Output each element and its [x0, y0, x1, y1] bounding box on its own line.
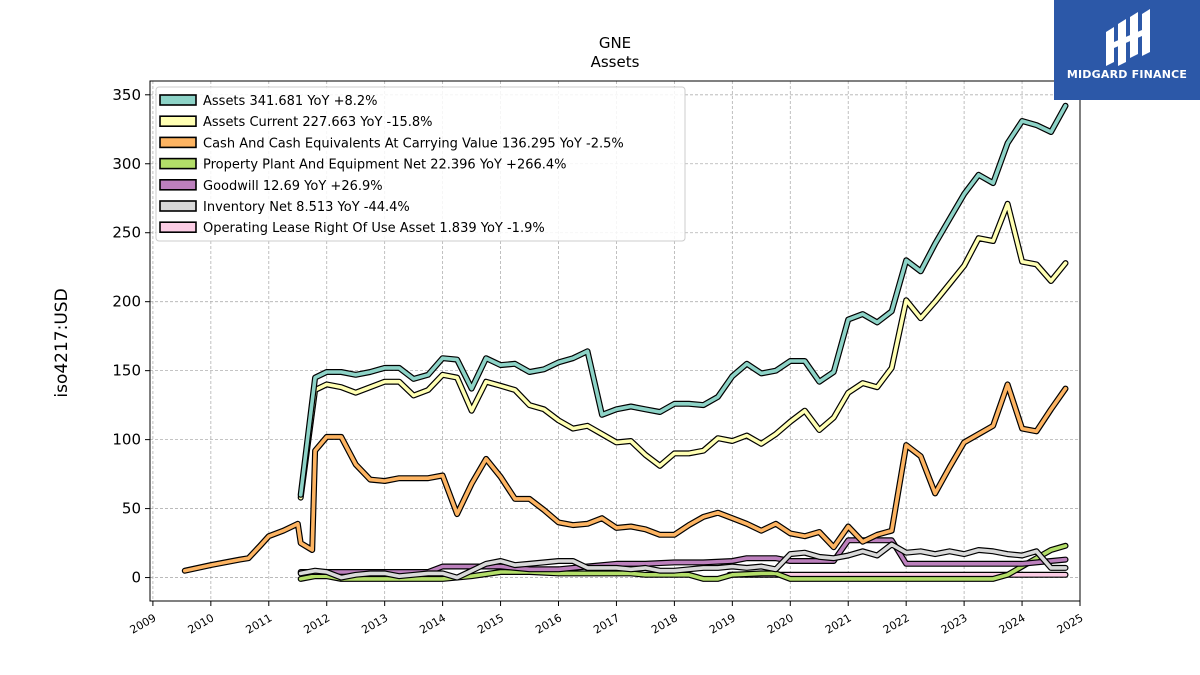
series-line-stroke: [298, 542, 1068, 580]
legend-entry: Goodwill 12.69 YoY +26.9%: [203, 179, 383, 194]
brand-name: MIDGARD FINANCE: [1066, 68, 1188, 81]
legend-box: [155, 86, 686, 242]
legend-entry: Operating Lease Right Of Use Asset 1.839…: [203, 221, 545, 236]
series-line-stroke: [298, 202, 1068, 500]
chart-title: GNE: [599, 34, 631, 52]
legend-swatch: [159, 136, 197, 149]
series-line: [297, 102, 1069, 498]
legend-swatch: [159, 179, 197, 191]
y-tick-label: 50: [122, 500, 141, 518]
series-line: [297, 200, 1069, 501]
series-line: [181, 381, 1069, 574]
series-line-stroke: [183, 382, 1068, 573]
y-tick-label: 150: [112, 362, 141, 380]
series-line: [297, 541, 1069, 581]
y-tick-label: 350: [112, 86, 141, 104]
chart-subtitle: Assets: [591, 53, 640, 71]
series-line-stroke: [298, 544, 1068, 581]
series-line-stroke: [298, 104, 1068, 497]
legend-entry: Inventory Net 8.513 YoY -44.4%: [203, 200, 410, 215]
series-line: [297, 542, 1069, 582]
legend-swatch: [159, 200, 197, 212]
y-axis-label: iso4217:USD: [52, 288, 72, 397]
y-tick-label: 250: [112, 224, 141, 242]
plot-frame: [149, 80, 1081, 602]
y-tick-label: 0: [131, 569, 141, 587]
logo-mark-icon: [1106, 9, 1150, 66]
legend: Assets 341.681 YoY +8.2% Assets Current 2…: [155, 86, 686, 242]
legend-swatch: [159, 157, 197, 170]
y-tick-label: 300: [112, 155, 141, 173]
legend-entry: Property Plant And Equipment Net 22.396 …: [203, 158, 567, 173]
series-layer: [181, 102, 1069, 582]
legend-swatch: [159, 94, 197, 106]
brand-logo: MIDGARD FINANCE: [1054, 0, 1200, 100]
legend-swatch: [159, 221, 197, 233]
y-tick-label: 200: [112, 293, 141, 311]
legend-entry: Assets 341.681 YoY +8.2%: [203, 94, 378, 109]
legend-entry: Assets Current 227.663 YoY -15.8%: [203, 115, 433, 130]
legend-entry: Cash And Cash Equivalents At Carrying Va…: [203, 136, 624, 151]
y-tick-label: 100: [112, 431, 141, 449]
legend-swatch: [159, 115, 197, 127]
